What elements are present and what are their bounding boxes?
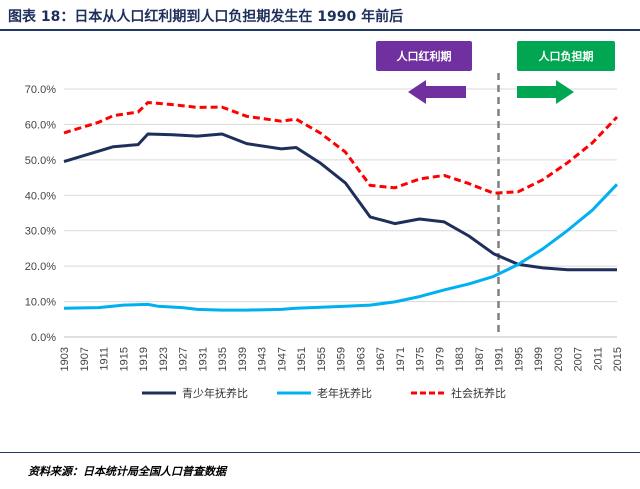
x-tick-label: 1979 <box>434 347 446 371</box>
x-tick-label: 2003 <box>553 347 565 371</box>
x-tick-label: 1923 <box>158 347 170 371</box>
y-tick-label: 30.0% <box>25 226 56 238</box>
x-tick-label: 1971 <box>395 347 407 371</box>
x-tick-label: 2015 <box>612 347 624 371</box>
left-arrow-icon <box>408 80 466 104</box>
footer-rule <box>0 452 640 453</box>
annotation-burden: 人口负担期 <box>517 41 615 104</box>
dividend-label: 人口红利期 <box>397 49 452 63</box>
series-elderly <box>64 184 617 310</box>
x-tick-label: 1915 <box>118 347 130 371</box>
y-tick-label: 50.0% <box>25 155 56 167</box>
legend: 青少年抚养比 老年抚养比 社会抚养比 <box>142 386 506 400</box>
y-tick-label: 40.0% <box>25 190 56 202</box>
legend-label-youth: 青少年抚养比 <box>182 386 248 400</box>
y-tick-label: 0.0% <box>31 332 56 344</box>
x-tick-label: 2011 <box>592 347 604 371</box>
y-gridlines <box>64 89 617 302</box>
header: 图表 18：日本从人口红利期到人口负担期发生在 1990 年前后 <box>0 0 640 30</box>
y-tick-label: 60.0% <box>25 119 56 131</box>
x-tick-label: 1959 <box>336 347 348 371</box>
chart: 0.0%10.0%20.0%30.0%40.0%50.0%60.0%70.0% … <box>0 30 640 450</box>
x-tick-label: 1991 <box>494 347 506 371</box>
chart-title: 图表 18：日本从人口红利期到人口负担期发生在 1990 年前后 <box>8 6 403 26</box>
annotation-dividend: 人口红利期 <box>376 41 472 104</box>
x-tick-label: 1927 <box>178 347 190 371</box>
x-tick-label: 1987 <box>474 347 486 371</box>
x-tick-label: 1955 <box>316 347 328 371</box>
right-arrow-icon <box>517 80 574 104</box>
x-tick-label: 1995 <box>513 347 525 371</box>
x-tick-label: 1935 <box>217 347 229 371</box>
legend-label-total: 社会抚养比 <box>451 386 506 400</box>
legend-label-elderly: 老年抚养比 <box>317 386 372 400</box>
x-tick-label: 1907 <box>79 347 91 371</box>
y-axis-labels: 0.0% 10.0% 20.0% 30.0% 40.0% 50.0% 60.0% 70.0% <box>25 84 56 344</box>
x-tick-label: 1947 <box>276 347 288 371</box>
series-youth <box>64 134 617 270</box>
x-tick-label: 1943 <box>257 347 269 371</box>
x-tick-label: 1931 <box>197 347 209 371</box>
x-tick-label: 2007 <box>573 347 585 371</box>
x-tick-label: 1963 <box>355 347 367 371</box>
burden-label: 人口负担期 <box>539 49 594 63</box>
x-tick-label: 1911 <box>99 347 111 371</box>
x-tick-label: 1999 <box>533 347 545 371</box>
y-tick-label: 20.0% <box>25 261 56 273</box>
x-tick-label: 1903 <box>59 347 71 371</box>
y-tick-label: 10.0% <box>25 297 56 309</box>
source-note: 资料来源：日本统计局全国人口普查数据 <box>28 463 226 479</box>
x-tick-label: 1919 <box>138 347 150 371</box>
x-tick-label: 1983 <box>454 347 466 371</box>
x-tick-label: 1975 <box>415 347 427 371</box>
x-axis-labels: 1903 1907 1911 1915 1919 1923 1927 1931 1935 1939… <box>59 347 624 371</box>
series-lines <box>64 103 617 311</box>
x-tick-label: 1939 <box>237 347 249 371</box>
x-tick-label: 1967 <box>375 347 387 371</box>
y-tick-label: 70.0% <box>25 84 56 96</box>
x-tick-label: 1951 <box>296 347 308 371</box>
